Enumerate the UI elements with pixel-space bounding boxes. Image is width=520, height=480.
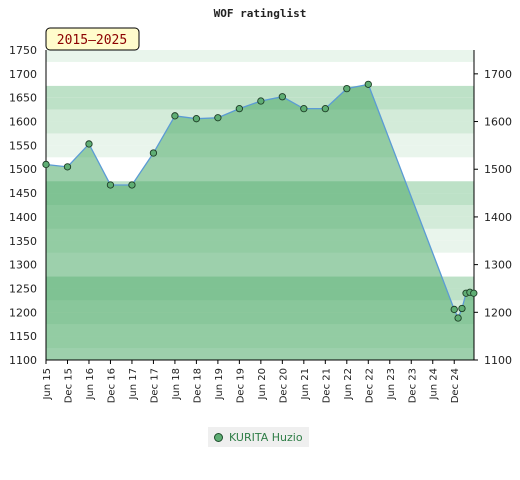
x-tick-label: Jun 22 [343,368,354,401]
x-tick-label: Jun 17 [128,368,139,401]
data-point [470,289,478,297]
y-tick-label-right: 1400 [484,211,512,224]
year-range-badge: 2015–2025 [45,27,140,51]
x-tick-label: Dec 19 [235,368,246,403]
data-point [343,84,351,93]
data-point [364,80,372,88]
y-tick-label-left: 1400 [9,211,37,224]
y-tick-label-left: 1650 [9,92,37,105]
x-tick-label: Jun 15 [42,368,53,401]
x-tick-label: Jun 24 [429,368,440,401]
x-tick-label: Dec 21 [321,368,332,403]
y-tick-label-left: 1600 [9,116,37,129]
x-tick-label: Dec 18 [192,368,203,403]
x-tick-label: Jun 16 [85,368,96,401]
series-line [45,83,474,320]
y-tick-label-right: 1300 [484,259,512,272]
x-tick-label: Jun 23 [386,368,397,401]
data-point [42,160,50,169]
x-tick-label: Jun 19 [214,368,225,401]
legend-series-label: KURITA Huzio [229,430,303,444]
data-point [321,105,329,113]
x-tick-label: Dec 16 [106,368,117,403]
x-tick-label: Jun 21 [300,368,311,401]
y-tick-label-left: 1300 [9,259,37,272]
data-point [106,181,115,189]
y-tick-label-left: 1350 [9,235,37,248]
y-tick-label-right: 1700 [484,68,512,81]
y-tick-label-left: 1150 [9,330,37,343]
data-point [171,112,179,120]
legend-marker-icon [214,432,223,442]
data-point [450,305,458,314]
data-points [42,80,478,322]
band [46,61,474,74]
y-tick-label-left: 1500 [9,163,37,176]
chart-title: WOF ratinglist [214,7,307,20]
y-tick-label-right: 1200 [484,306,512,319]
x-tick-label: Jun 20 [257,368,268,401]
y-tick-label-left: 1100 [9,354,37,367]
x-tick-label: Dec 22 [364,368,375,403]
band [46,85,474,98]
data-point [85,140,93,148]
x-tick-label: Dec 20 [278,368,289,403]
data-point [192,115,201,123]
y-tick-label-left: 1550 [9,139,37,152]
legend: KURITA Huzio [208,427,309,447]
data-point [149,149,158,157]
x-axis-ticks: Jun 15 Dec 15 Jun 16 Dec 16 Jun 17 Dec 17 Jun … [42,360,461,403]
y-axis-left-ticks: 1100 1150 1200 1250 1300 1350 1400 1450 1500 1550… [9,44,37,367]
y-tick-label-right: 1100 [484,354,512,367]
x-tick-label: Dec 23 [407,368,418,403]
year-range-text: 2015–2025 [57,33,127,48]
data-point [235,105,244,113]
y-tick-label-left: 1450 [9,187,37,200]
series-area [46,84,474,360]
data-point [300,105,308,113]
x-tick-label: Dec 24 [450,368,461,403]
data-point [63,163,72,171]
data-point [128,181,136,189]
axes [45,50,475,361]
band [46,73,474,86]
y-tick-label-right: 1500 [484,163,512,176]
y-tick-label-left: 1700 [9,68,37,81]
y-tick-label-left: 1200 [9,306,37,319]
band [46,50,474,62]
y-axis-right-ticks: 1100 1200 1300 1400 1500 1600 1700 [474,68,512,367]
x-tick-label: Dec 15 [63,368,74,403]
y-tick-label-left: 1250 [9,282,37,295]
y-tick-label-left: 1750 [9,44,37,57]
data-point [214,114,222,122]
x-tick-label: Jun 18 [171,368,182,401]
y-tick-label-right: 1600 [484,116,512,129]
x-tick-label: Dec 17 [149,368,160,403]
data-point [458,304,466,313]
data-point [257,97,265,105]
data-point [278,93,286,101]
data-point [454,314,462,322]
area-layer [45,83,474,360]
